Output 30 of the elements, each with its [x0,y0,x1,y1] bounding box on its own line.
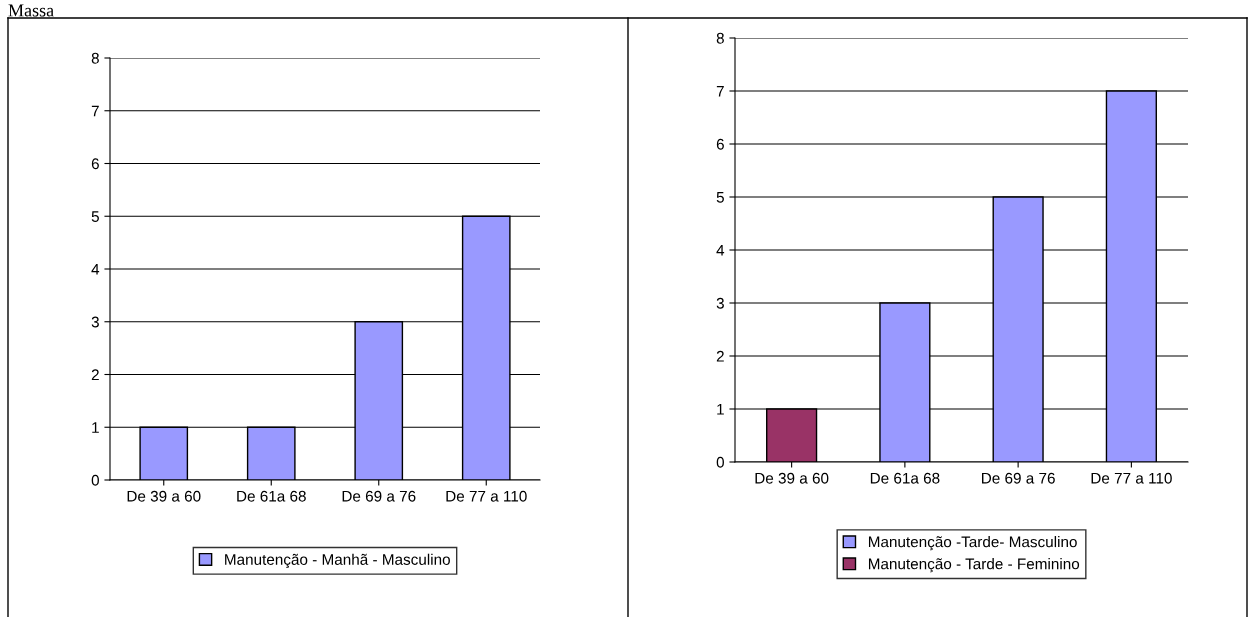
y-tick-label: 3 [716,297,724,309]
legend-label: Manutenção - Tarde - Feminino [868,558,1080,573]
y-tick-label: 7 [91,105,99,117]
x-tick-label: De 69 a 76 [342,490,416,502]
y-tick-label: 6 [91,158,99,170]
y-tick-label: 1 [717,404,724,415]
y-tick-label: 2 [91,369,99,381]
x-tick-label: De 69 a 76 [982,472,1055,484]
y-tick-label: 0 [716,456,724,468]
y-tick-label: 5 [716,192,724,203]
y-tick-label: 1 [92,422,99,433]
x-tick-label: De 61a 68 [237,490,306,502]
y-tick-label: 8 [716,32,724,44]
y-tick-label: 7 [716,86,724,97]
x-tick-label: De 77 a 110 [1091,472,1172,484]
y-tick-label: 4 [91,264,100,275]
y-tick-label: 3 [91,316,99,328]
text: Massa [8,4,54,17]
y-tick-label: 4 [716,245,725,256]
y-tick-label: 0 [91,474,99,486]
x-tick-label: De 39 a 60 [755,472,829,484]
x-tick-label: De 77 a 110 [446,490,527,502]
legend-label: Manutenção - Manhã - Masculino [225,553,450,569]
x-tick-label: De 61a 68 [870,472,940,484]
y-tick-label: 6 [716,138,724,150]
x-tick-label: De 39 a 60 [127,490,201,502]
y-tick-label: 2 [716,350,724,362]
y-tick-label: 5 [91,211,99,222]
legend-label: Manutenção -Tarde- Masculino [868,536,1077,551]
y-tick-label: 8 [91,52,99,64]
